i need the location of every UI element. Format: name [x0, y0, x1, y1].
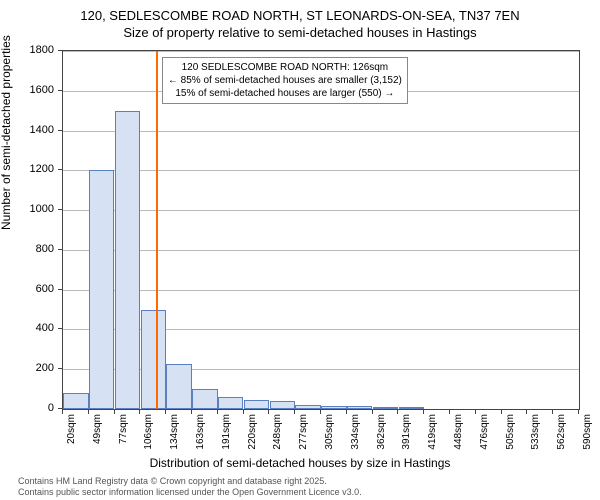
x-tick-label: 20sqm — [66, 414, 77, 454]
footer-line-2: Contains public sector information licen… — [18, 487, 362, 498]
histogram-bar — [244, 400, 269, 409]
x-axis-label: Distribution of semi-detached houses by … — [0, 456, 600, 470]
x-tick-label: 362sqm — [376, 414, 387, 454]
x-tick-label: 334sqm — [350, 414, 361, 454]
y-tick-label: 0 — [0, 402, 54, 414]
plot-area: 120 SEDLESCOMBE ROAD NORTH: 126sqm ← 85%… — [62, 50, 580, 410]
histogram-bar — [321, 406, 346, 409]
x-tick-label: 305sqm — [324, 414, 335, 454]
x-tick-label: 448sqm — [453, 414, 464, 454]
histogram-bar — [166, 364, 191, 409]
gridline-h — [63, 170, 579, 171]
histogram-bar — [89, 170, 114, 409]
y-tick-label: 1000 — [0, 203, 54, 215]
chart-container: 120, SEDLESCOMBE ROAD NORTH, ST LEONARDS… — [0, 0, 600, 500]
x-tick-label: 562sqm — [556, 414, 567, 454]
x-tick-label: 533sqm — [530, 414, 541, 454]
footer-line-1: Contains HM Land Registry data © Crown c… — [18, 476, 362, 487]
y-tick-label: 800 — [0, 243, 54, 255]
histogram-bar — [63, 393, 88, 409]
x-tick-label: 505sqm — [505, 414, 516, 454]
annotation-line-2: ← 85% of semi-detached houses are smalle… — [168, 74, 402, 87]
x-tick-label: 476sqm — [479, 414, 490, 454]
x-tick-label: 134sqm — [169, 414, 180, 454]
x-tick-label: 590sqm — [582, 414, 593, 454]
annotation-box: 120 SEDLESCOMBE ROAD NORTH: 126sqm ← 85%… — [162, 57, 408, 104]
x-tick-label: 391sqm — [401, 414, 412, 454]
footer-text: Contains HM Land Registry data © Crown c… — [18, 476, 362, 498]
annotation-line-3: 15% of semi-detached houses are larger (… — [168, 87, 402, 100]
y-tick-label: 1400 — [0, 124, 54, 136]
y-tick-label: 600 — [0, 283, 54, 295]
title-line-2: Size of property relative to semi-detach… — [0, 25, 600, 42]
histogram-bar — [115, 111, 140, 409]
y-tick-label: 1600 — [0, 84, 54, 96]
x-tick-label: 163sqm — [195, 414, 206, 454]
title-line-1: 120, SEDLESCOMBE ROAD NORTH, ST LEONARDS… — [0, 8, 600, 25]
x-tick-label: 220sqm — [247, 414, 258, 454]
x-tick-label: 419sqm — [427, 414, 438, 454]
x-tick-label: 191sqm — [221, 414, 232, 454]
x-axis-ticks: 20sqm 49sqm 77sqm 106sqm 134sqm 163sqm 191sqm 2… — [62, 410, 580, 460]
property-marker-line — [156, 51, 158, 409]
histogram-bar — [295, 405, 320, 409]
gridline-h — [63, 51, 579, 52]
histogram-bar — [141, 310, 166, 409]
y-axis-ticks: 020040060080010001200140016001800 — [0, 50, 58, 410]
x-tick-label: 277sqm — [298, 414, 309, 454]
histogram-bar — [347, 406, 372, 409]
y-tick-label: 400 — [0, 322, 54, 334]
chart-title: 120, SEDLESCOMBE ROAD NORTH, ST LEONARDS… — [0, 0, 600, 42]
x-tick-label: 106sqm — [143, 414, 154, 454]
annotation-line-1: 120 SEDLESCOMBE ROAD NORTH: 126sqm — [168, 61, 402, 74]
histogram-bar — [192, 389, 217, 409]
x-tick-label: 77sqm — [118, 414, 129, 454]
gridline-h — [63, 290, 579, 291]
y-tick-label: 200 — [0, 362, 54, 374]
y-tick-label: 1200 — [0, 163, 54, 175]
gridline-h — [63, 250, 579, 251]
histogram-bar — [270, 401, 295, 409]
histogram-bar — [399, 407, 424, 409]
x-tick-label: 248sqm — [272, 414, 283, 454]
gridline-h — [63, 210, 579, 211]
histogram-bar — [218, 397, 243, 409]
y-tick-label: 1800 — [0, 44, 54, 56]
histogram-bar — [373, 407, 398, 409]
gridline-h — [63, 131, 579, 132]
x-tick-label: 49sqm — [92, 414, 103, 454]
